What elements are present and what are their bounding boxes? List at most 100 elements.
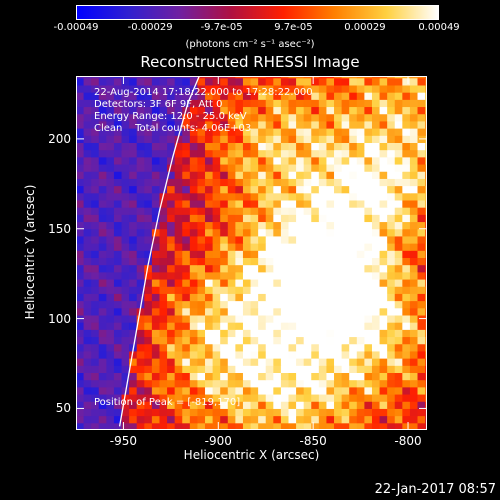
heatmap-cell — [273, 350, 282, 359]
heatmap-cell — [91, 92, 100, 100]
heatmap-cell — [417, 106, 426, 115]
heatmap-cell — [250, 214, 259, 223]
heatmap-cell — [356, 257, 365, 266]
heatmap-cell — [303, 128, 312, 136]
heatmap-cell — [288, 293, 297, 302]
heatmap-cell — [326, 264, 335, 273]
heatmap-cell — [121, 199, 130, 208]
heatmap-cell — [129, 142, 138, 151]
heatmap-cell — [303, 379, 312, 388]
heatmap-cell — [296, 386, 305, 395]
heatmap-cell — [371, 178, 381, 187]
heatmap-cell — [136, 185, 145, 194]
heatmap-cell — [371, 257, 381, 266]
heatmap-cell — [334, 106, 343, 115]
heatmap-cell — [311, 135, 320, 143]
heatmap-cell — [136, 77, 145, 86]
heatmap-cell — [212, 293, 221, 302]
heatmap-cell — [364, 358, 373, 366]
heatmap-cell — [235, 128, 244, 136]
heatmap-cell — [144, 293, 153, 302]
heatmap-cell — [250, 358, 259, 366]
heatmap-cell — [379, 185, 388, 194]
heatmap-cell — [341, 149, 350, 158]
heatmap-cell — [83, 250, 92, 258]
heatmap-cell — [356, 329, 365, 338]
heatmap-cell — [76, 415, 85, 424]
heatmap-cell — [288, 77, 297, 86]
heatmap-cell — [326, 422, 335, 430]
heatmap-cell — [205, 329, 214, 338]
heatmap-cell — [288, 379, 297, 388]
heatmap-cell — [280, 322, 289, 330]
heatmap-cell — [167, 228, 176, 237]
heatmap-cell — [356, 178, 365, 187]
heatmap-cell — [265, 271, 274, 280]
heatmap-cell — [371, 135, 381, 143]
heatmap-cell — [341, 192, 350, 201]
heatmap-cell — [189, 300, 198, 309]
heatmap-cell — [258, 135, 267, 143]
heatmap-cell — [121, 113, 130, 122]
heatmap-cell — [288, 228, 297, 237]
heatmap-cell — [394, 300, 403, 309]
heatmap-cell — [273, 264, 282, 273]
heatmap-cell — [159, 329, 168, 338]
heatmap-cell — [280, 106, 289, 115]
heatmap-cell — [220, 300, 229, 309]
heatmap-cell — [121, 343, 130, 352]
heatmap-cell — [402, 171, 411, 179]
heatmap-cell — [364, 394, 373, 402]
heatmap-cell — [265, 300, 274, 309]
heatmap-cell — [227, 92, 236, 100]
heatmap-cell — [83, 149, 92, 158]
heatmap-cell — [189, 336, 198, 345]
heatmap-cell — [98, 365, 107, 373]
heatmap-cell — [212, 279, 221, 287]
heatmap-cell — [212, 135, 221, 143]
heatmap-cell — [106, 372, 115, 381]
heatmap-cell — [288, 300, 297, 309]
heatmap-cell — [296, 358, 305, 366]
heatmap-cell — [394, 113, 403, 122]
heatmap-cell — [318, 113, 327, 122]
heatmap-cell — [121, 106, 130, 115]
heatmap-cell — [212, 178, 221, 187]
heatmap-cell — [212, 228, 221, 237]
heatmap-cell — [318, 300, 327, 309]
heatmap-cell — [212, 76, 221, 79]
heatmap-cell — [417, 422, 426, 430]
heatmap-cell — [151, 128, 160, 136]
heatmap-cell — [227, 113, 236, 122]
heatmap-cell — [265, 343, 274, 352]
heatmap-cell — [387, 365, 396, 373]
heatmap-cell — [189, 185, 198, 194]
heatmap-cell — [379, 135, 388, 143]
heatmap-cell — [334, 322, 343, 330]
heatmap-cell — [182, 264, 191, 273]
heatmap-cell — [273, 207, 282, 215]
heatmap-cell — [349, 286, 358, 294]
heatmap-cell — [318, 271, 327, 280]
heatmap-cell — [409, 408, 419, 417]
heatmap-cell — [349, 135, 358, 143]
heatmap-cell — [174, 135, 183, 143]
heatmap-cell — [417, 329, 426, 338]
heatmap-cell — [189, 106, 198, 115]
heatmap-cell — [318, 164, 327, 172]
heatmap-cell — [387, 350, 396, 359]
heatmap-cell — [387, 271, 396, 280]
heatmap-cell — [417, 178, 426, 187]
heatmap-cell — [76, 264, 85, 273]
heatmap-cell — [242, 113, 252, 122]
heatmap-cell — [371, 199, 381, 208]
heatmap-cell — [159, 422, 168, 430]
heatmap-cell — [409, 171, 419, 179]
heatmap-cell — [167, 92, 176, 100]
heatmap-cell — [76, 271, 85, 280]
heatmap-cell — [91, 84, 100, 93]
heatmap-cell — [129, 415, 138, 424]
heatmap-cell — [356, 293, 365, 302]
heatmap-cell — [288, 286, 297, 294]
heatmap-cell — [387, 408, 396, 417]
